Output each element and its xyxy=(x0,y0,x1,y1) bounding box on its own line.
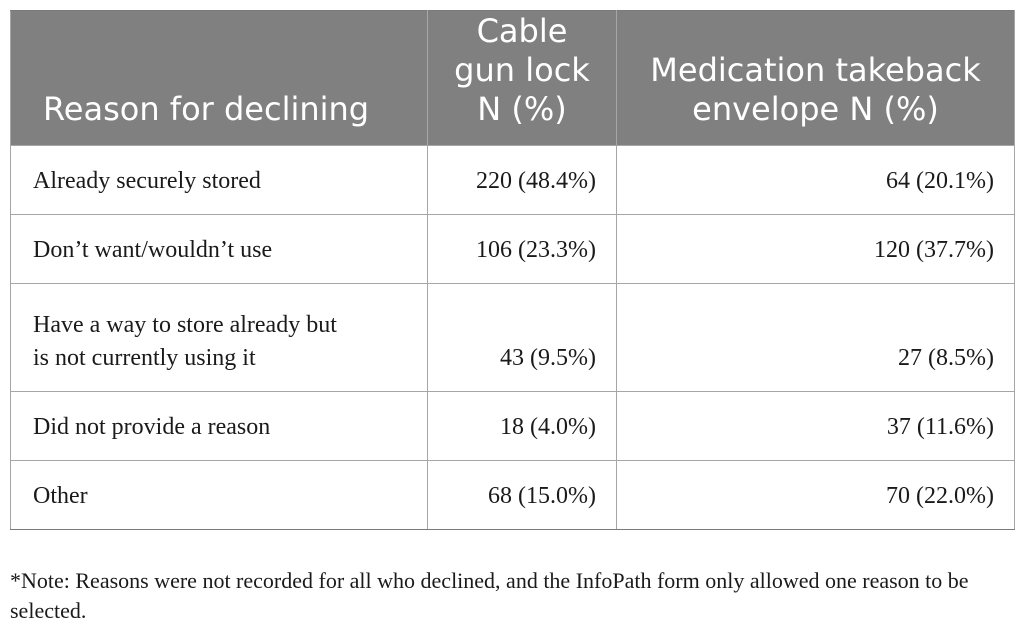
header-cable-line3: N (%) xyxy=(477,90,567,128)
cell-cable: 18 (4.0%) xyxy=(427,391,617,461)
cell-cable: 220 (48.4%) xyxy=(427,145,617,215)
cell-reason-line1: Have a way to store already but xyxy=(33,312,337,338)
table-row: Don’t want/wouldn’t use 106 (23.3%) 120 … xyxy=(10,214,1015,284)
header-med-line2: envelope N (%) xyxy=(692,90,939,128)
table-footnote: *Note: Reasons were not recorded for all… xyxy=(10,568,969,623)
header-cable-gun-lock: Cable gun lock N (%) xyxy=(427,10,617,146)
table-row: Have a way to store already but is not c… xyxy=(10,283,1015,392)
table-header: Reason for declining Cable gun lock N (%… xyxy=(10,10,1015,146)
cell-medication: 120 (37.7%) xyxy=(616,214,1015,284)
cell-reason: Did not provide a reason xyxy=(10,391,428,461)
cell-cable: 43 (9.5%) xyxy=(427,283,617,392)
results-table-container: Reason for declining Cable gun lock N (%… xyxy=(10,10,1015,530)
cell-reason: Have a way to store already but is not c… xyxy=(10,283,428,392)
cell-medication: 64 (20.1%) xyxy=(616,145,1015,215)
cell-reason: Don’t want/wouldn’t use xyxy=(10,214,428,284)
cell-reason: Other xyxy=(10,460,428,530)
header-reason: Reason for declining xyxy=(10,10,428,146)
cell-reason: Already securely stored xyxy=(10,145,428,215)
table-row: Did not provide a reason 18 (4.0%) 37 (1… xyxy=(10,391,1015,461)
table-row: Other 68 (15.0%) 70 (22.0%) xyxy=(10,460,1015,530)
declining-reasons-table: Reason for declining Cable gun lock N (%… xyxy=(10,10,1015,530)
cell-medication: 70 (22.0%) xyxy=(616,460,1015,530)
header-medication-envelope: Medication takeback envelope N (%) xyxy=(616,10,1015,146)
header-cable-line1: Cable xyxy=(476,12,568,50)
header-row: Reason for declining Cable gun lock N (%… xyxy=(10,10,1015,146)
header-cable-line2: gun lock xyxy=(454,51,590,89)
cell-cable: 106 (23.3%) xyxy=(427,214,617,284)
cell-medication: 27 (8.5%) xyxy=(616,283,1015,392)
header-reason-label: Reason for declining xyxy=(43,90,370,128)
header-med-line1: Medication takeback xyxy=(650,51,981,89)
cell-cable: 68 (15.0%) xyxy=(427,460,617,530)
cell-reason-line2: is not currently using it xyxy=(33,345,256,371)
table-body: Already securely stored 220 (48.4%) 64 (… xyxy=(10,145,1015,530)
cell-medication: 37 (11.6%) xyxy=(616,391,1015,461)
table-row: Already securely stored 220 (48.4%) 64 (… xyxy=(10,145,1015,215)
